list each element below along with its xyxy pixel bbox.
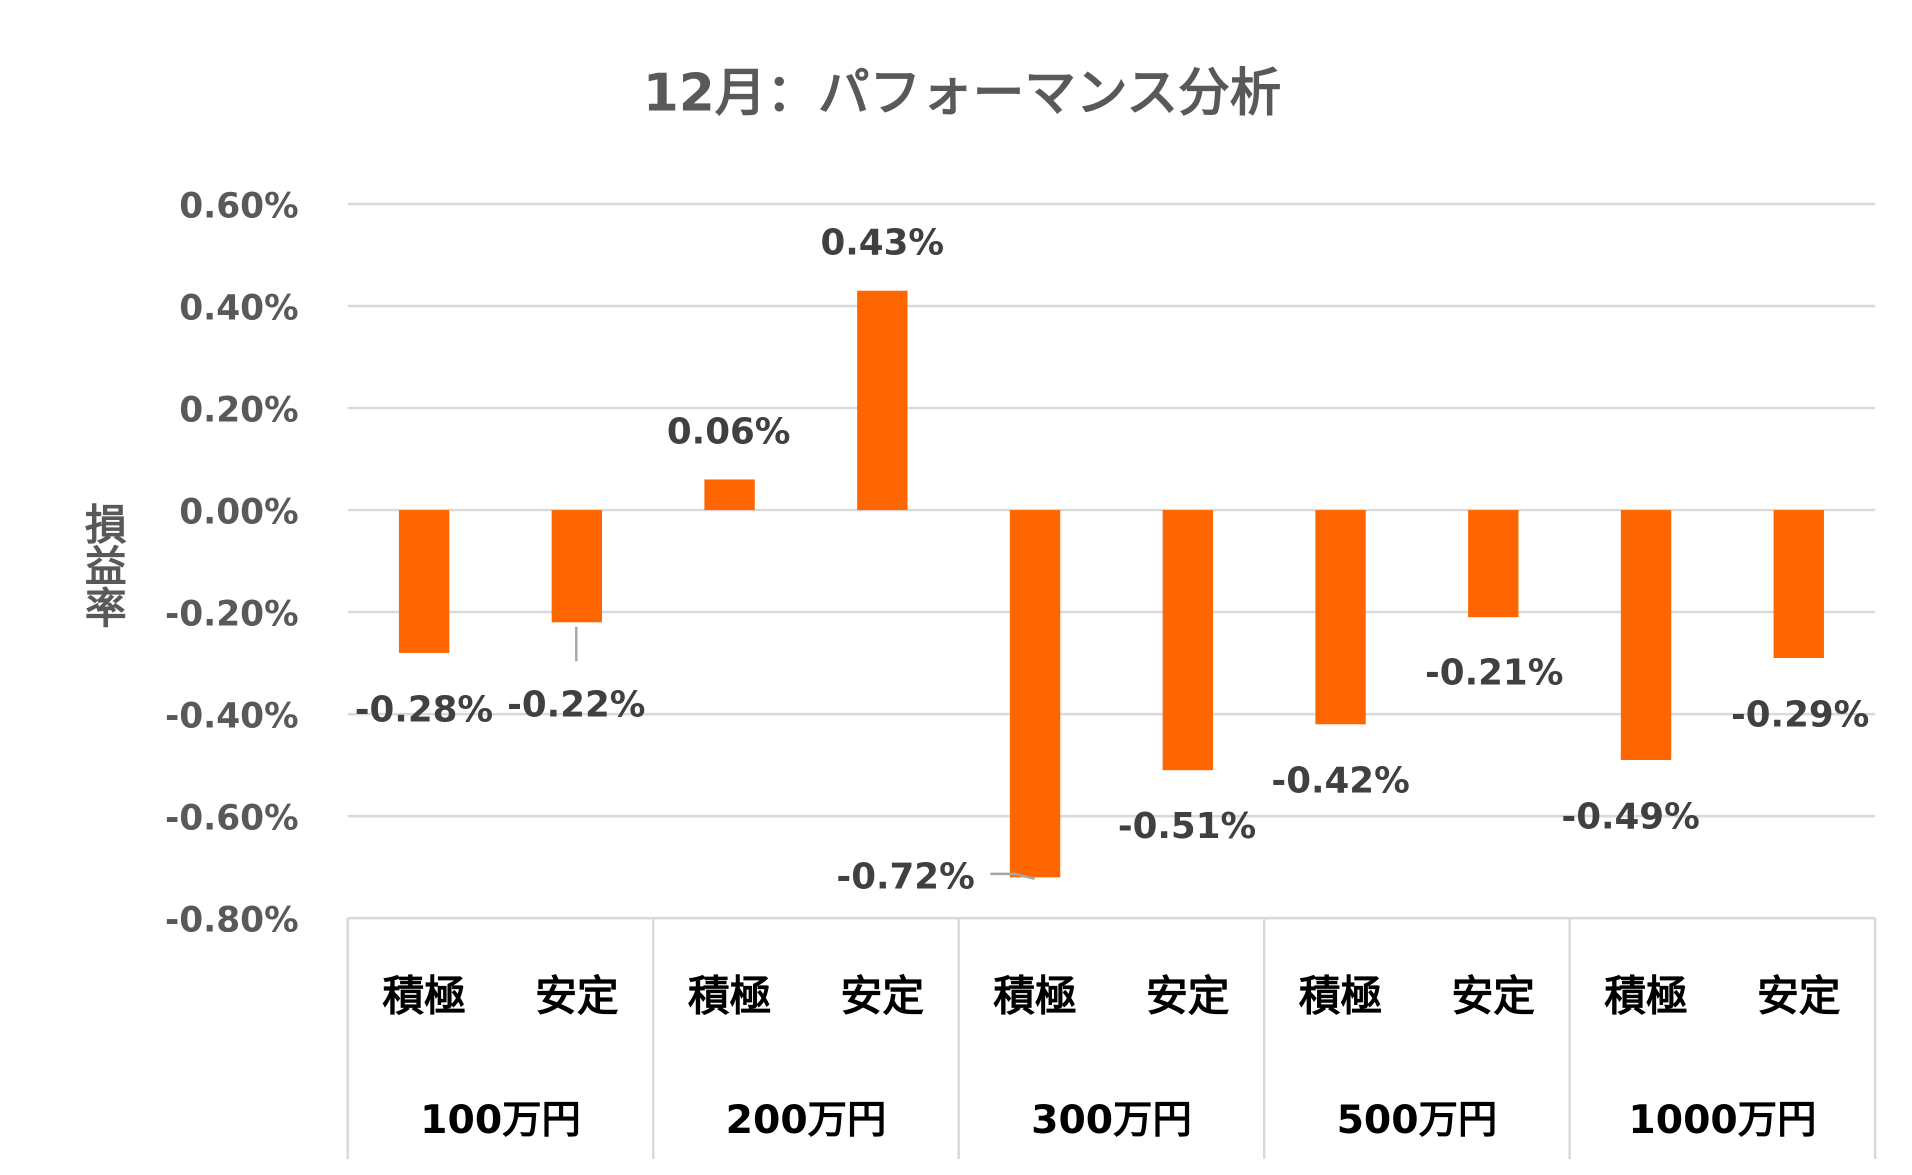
category-label: 安定 — [841, 971, 925, 1020]
category-label: 安定 — [1452, 971, 1536, 1020]
category-label: 積極 — [688, 971, 772, 1020]
y-tick-label: -0.80% — [165, 901, 299, 941]
y-tick-label: -0.40% — [165, 697, 299, 737]
data-label: -0.22% — [507, 685, 645, 726]
bar — [1009, 510, 1061, 878]
category-label: 積極 — [993, 971, 1077, 1020]
group-label: 1000万円 — [1628, 1098, 1816, 1143]
group-label: 100万円 — [420, 1098, 581, 1143]
bar — [1162, 510, 1214, 771]
bar — [1315, 510, 1366, 725]
data-label: -0.21% — [1425, 653, 1563, 694]
y-tick-label: 0.60% — [179, 187, 298, 227]
y-axis-title: 損益率 — [79, 502, 128, 628]
category-label: 安定 — [1146, 971, 1230, 1020]
data-label: -0.28% — [355, 689, 493, 730]
category-label: 安定 — [1757, 971, 1841, 1020]
category-label: 積極 — [1299, 971, 1383, 1020]
data-label: -0.51% — [1118, 806, 1256, 847]
y-tick-label: 0.40% — [179, 289, 298, 329]
bar — [1468, 510, 1519, 618]
chart-title: 12月：パフォーマンス分析 — [643, 64, 1281, 124]
category-label: 積極 — [1604, 971, 1688, 1020]
y-tick-label: -0.20% — [165, 595, 299, 635]
group-label: 300万円 — [1031, 1098, 1192, 1143]
leader-line — [990, 872, 1035, 880]
data-label: 0.43% — [820, 222, 944, 263]
bar — [704, 479, 755, 511]
bar — [551, 510, 603, 623]
bar — [1773, 510, 1824, 658]
category-label: 安定 — [535, 971, 619, 1020]
bar — [1620, 510, 1672, 761]
bar — [857, 290, 908, 511]
data-label: -0.42% — [1271, 761, 1409, 802]
data-label: -0.29% — [1731, 694, 1869, 735]
y-tick-label: 0.20% — [179, 391, 298, 431]
y-tick-label: -0.60% — [165, 799, 299, 839]
data-label: -0.49% — [1561, 796, 1699, 837]
group-label: 200万円 — [726, 1098, 887, 1143]
group-label: 500万円 — [1337, 1098, 1498, 1143]
bar — [398, 510, 450, 653]
y-tick-label: 0.00% — [179, 493, 298, 533]
category-label: 積極 — [382, 971, 466, 1020]
data-label: -0.72% — [836, 857, 974, 898]
data-label: 0.06% — [667, 412, 791, 453]
